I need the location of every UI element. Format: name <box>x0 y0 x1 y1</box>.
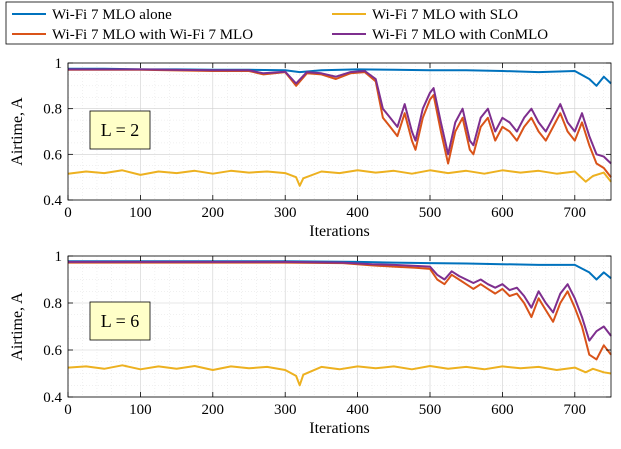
legend-label-slo: Wi-Fi 7 MLO with SLO <box>372 7 518 23</box>
x-tick-label: 600 <box>491 205 514 221</box>
x-tick-label: 0 <box>64 205 72 221</box>
y-axis-label: Airtime, A <box>9 97 26 166</box>
y-tick-label: 0.8 <box>43 296 62 312</box>
legend-label-alone: Wi-Fi 7 MLO alone <box>52 7 172 23</box>
x-tick-label: 100 <box>129 402 152 418</box>
axis-ticks: 0 100 200 300 400 500 600 700 0.4 0.6 0.8 1 <box>43 56 611 221</box>
x-tick-label: 500 <box>419 205 442 221</box>
y-tick-label: 0.4 <box>43 390 62 406</box>
y-tick-label: 0.4 <box>43 193 62 209</box>
data-series <box>67 67 612 187</box>
legend-box <box>5 1 614 45</box>
y-tick-label: 0.6 <box>43 147 62 163</box>
x-tick-label: 400 <box>346 402 369 418</box>
series-line-3 <box>68 260 612 342</box>
x-tick-label: 500 <box>419 402 442 418</box>
x-tick-label: 700 <box>564 205 587 221</box>
x-tick-label: 300 <box>274 205 297 221</box>
y-axis-label: Airtime, A <box>9 292 26 361</box>
chart-panel-l6: 0 100 200 300 400 500 600 700 0.4 0.6 0.8 1 L = 6 I… <box>9 249 612 437</box>
x-tick-label: 700 <box>564 402 587 418</box>
annotation-background <box>89 110 151 150</box>
y-tick-label: 1 <box>55 249 63 265</box>
legend-label-conmlo: Wi-Fi 7 MLO with ConMLO <box>372 27 548 43</box>
data-series <box>67 260 612 387</box>
x-tick-label: 400 <box>346 205 369 221</box>
chart-panel-l2: 0 100 200 300 400 500 600 700 0.4 0.6 0.8 1 L = 2 I… <box>9 56 612 240</box>
grid-lines <box>67 62 611 201</box>
annotation-background <box>89 301 151 341</box>
x-tick-label: 200 <box>202 205 225 221</box>
series-line-3 <box>68 68 612 165</box>
y-tick-label: 0.6 <box>43 343 62 359</box>
annotation-box: L = 2 <box>89 110 151 150</box>
x-tick-label: 100 <box>129 205 152 221</box>
y-tick-label: 1 <box>55 56 63 72</box>
plot-frame <box>67 62 612 201</box>
series-line-2 <box>68 261 612 361</box>
annotation-box: L = 6 <box>89 301 151 341</box>
y-tick-label: 0.8 <box>43 102 62 118</box>
x-tick-label: 300 <box>274 402 297 418</box>
legend-label-mlo: Wi-Fi 7 MLO with Wi-Fi 7 MLO <box>52 27 253 43</box>
x-axis-label: Iterations <box>309 223 369 240</box>
x-axis-label: Iterations <box>309 420 369 437</box>
plot-frame <box>67 255 612 398</box>
annotation-label: L = 6 <box>101 311 139 331</box>
x-tick-label: 600 <box>491 402 514 418</box>
x-tick-label: 200 <box>202 402 225 418</box>
annotation-label: L = 2 <box>101 120 139 140</box>
series-line-1 <box>67 364 612 387</box>
series-line-1 <box>67 169 612 187</box>
series-line-2 <box>68 68 612 178</box>
axis-ticks: 0 100 200 300 400 500 600 700 0.4 0.6 0.8 1 <box>43 249 611 418</box>
x-tick-label: 0 <box>64 402 72 418</box>
legend: Wi-Fi 7 MLO alone Wi-Fi 7 MLO with SLO W… <box>5 1 614 45</box>
